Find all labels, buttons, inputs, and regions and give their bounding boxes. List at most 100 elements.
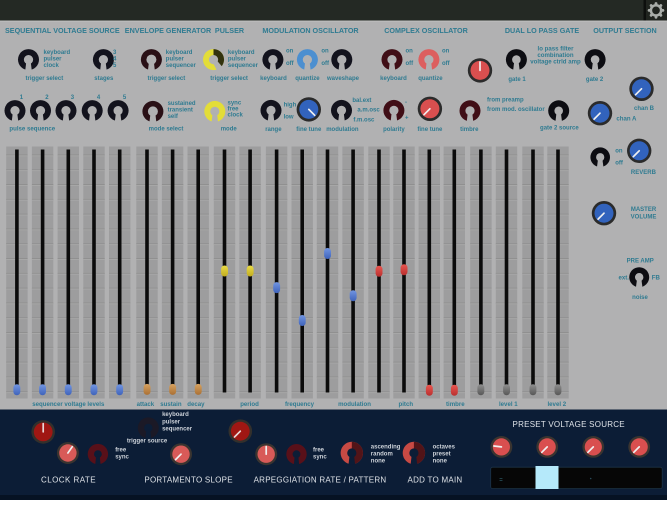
svg-text:5: 5 xyxy=(123,95,127,101)
svg-text:fine tune: fine tune xyxy=(417,127,443,133)
svg-text:high: high xyxy=(284,102,297,108)
svg-text:chan A: chan A xyxy=(616,115,637,122)
svg-text:fine tune: fine tune xyxy=(296,127,322,133)
svg-text:VOLUME: VOLUME xyxy=(631,214,657,220)
svg-text:sequencer: sequencer xyxy=(162,426,193,432)
svg-text:clock: clock xyxy=(44,63,60,69)
svg-text:off: off xyxy=(615,161,624,167)
svg-text:pulser: pulser xyxy=(228,57,247,63)
svg-text:OUTPUT SECTION: OUTPUT SECTION xyxy=(593,26,657,35)
svg-text:pulser: pulser xyxy=(44,57,63,63)
svg-text:-: - xyxy=(405,100,407,106)
svg-text:off: off xyxy=(321,61,330,67)
svg-text:ascending: ascending xyxy=(371,444,401,450)
svg-text:gate 2 source: gate 2 source xyxy=(540,126,579,132)
svg-text:gate 2: gate 2 xyxy=(586,77,604,83)
svg-text:mode select: mode select xyxy=(149,126,184,132)
svg-text:1: 1 xyxy=(20,95,24,101)
svg-text:ADD TO MAIN: ADD TO MAIN xyxy=(408,476,463,485)
svg-text:trigger select: trigger select xyxy=(26,76,64,82)
svg-text:off: off xyxy=(406,61,415,67)
svg-text:2: 2 xyxy=(45,95,49,101)
svg-text:pulser: pulser xyxy=(166,57,185,63)
svg-text:none: none xyxy=(371,459,386,465)
svg-text:sequencer: sequencer xyxy=(228,63,259,69)
svg-text:MASTER: MASTER xyxy=(631,207,657,213)
svg-text:gate 1: gate 1 xyxy=(508,77,526,83)
svg-text:sync: sync xyxy=(115,455,129,461)
svg-text:REVERB: REVERB xyxy=(631,170,657,176)
svg-text:sync: sync xyxy=(228,101,242,107)
svg-text:preset: preset xyxy=(433,452,451,458)
svg-text:level 1: level 1 xyxy=(499,401,518,408)
svg-text:keyboard: keyboard xyxy=(228,50,255,56)
svg-text:modulation: modulation xyxy=(338,401,371,408)
svg-text:pulse sequence: pulse sequence xyxy=(9,125,55,132)
svg-text:trigger source: trigger source xyxy=(127,438,168,444)
svg-text:PULSER: PULSER xyxy=(215,26,245,35)
svg-text:ext.: ext. xyxy=(618,275,629,282)
svg-text:CLOCK RATE: CLOCK RATE xyxy=(41,476,96,485)
svg-text:off: off xyxy=(286,61,295,67)
svg-text:sequencer: sequencer xyxy=(166,63,197,69)
svg-text:keyboard: keyboard xyxy=(260,76,287,82)
svg-text:PORTAMENTO SLOPE: PORTAMENTO SLOPE xyxy=(144,476,232,485)
svg-text:self: self xyxy=(168,114,179,120)
svg-text:random: random xyxy=(371,452,393,458)
svg-text:decay: decay xyxy=(187,401,205,408)
svg-text:on: on xyxy=(406,48,414,54)
svg-text:lo pass filter: lo pass filter xyxy=(538,45,575,52)
svg-text:free: free xyxy=(313,447,325,453)
svg-text:=: = xyxy=(499,477,503,483)
svg-text:period: period xyxy=(240,401,259,408)
svg-text:a.m.osc: a.m.osc xyxy=(357,108,380,114)
svg-text:level 2: level 2 xyxy=(547,401,566,408)
svg-text:frequency: frequency xyxy=(285,401,315,408)
svg-text:4: 4 xyxy=(97,95,101,101)
svg-text:off: off xyxy=(442,61,451,67)
svg-text:octaves: octaves xyxy=(433,444,456,450)
svg-text:f.m.osc: f.m.osc xyxy=(353,117,375,123)
svg-text:modulation: modulation xyxy=(326,127,359,133)
svg-text:sustained: sustained xyxy=(168,101,196,107)
svg-text:from mod. oscillator: from mod. oscillator xyxy=(487,107,545,113)
svg-text:5: 5 xyxy=(113,63,117,69)
svg-text:timbre: timbre xyxy=(446,401,465,408)
svg-text:attack: attack xyxy=(137,401,155,408)
svg-text:chan B: chan B xyxy=(634,106,655,112)
svg-text:3: 3 xyxy=(113,50,117,56)
svg-text:ENVELOPE GENERATOR: ENVELOPE GENERATOR xyxy=(125,26,212,35)
svg-text:free: free xyxy=(115,447,127,453)
svg-text:PRESET VOLTAGE SOURCE: PRESET VOLTAGE SOURCE xyxy=(513,420,625,429)
svg-text:MODULATION OSCILLATOR: MODULATION OSCILLATOR xyxy=(262,26,359,35)
svg-text:trigger select: trigger select xyxy=(210,76,248,82)
svg-text:transient: transient xyxy=(168,108,193,114)
svg-text:combination: combination xyxy=(537,52,574,59)
svg-text:4: 4 xyxy=(113,57,117,63)
svg-text:waveshape: waveshape xyxy=(326,76,360,82)
svg-text:on: on xyxy=(321,48,329,54)
svg-text:pitch: pitch xyxy=(399,401,414,408)
svg-text:quantize: quantize xyxy=(418,76,443,82)
svg-text:voltage ctrld amp: voltage ctrld amp xyxy=(530,59,581,66)
svg-text:quantize: quantize xyxy=(295,76,320,82)
svg-text:range: range xyxy=(265,127,282,133)
svg-text:DUAL LO PASS GATE: DUAL LO PASS GATE xyxy=(505,26,579,35)
svg-text:on: on xyxy=(286,48,294,54)
svg-text:keyboard: keyboard xyxy=(166,50,193,56)
svg-text:noise: noise xyxy=(632,295,648,301)
svg-text:sequencer voltage levels: sequencer voltage levels xyxy=(32,401,105,408)
svg-text:on: on xyxy=(615,148,623,154)
svg-text:keyboard: keyboard xyxy=(162,412,189,418)
svg-text:ARPEGGIATION RATE / PATTERN: ARPEGGIATION RATE / PATTERN xyxy=(254,476,387,485)
svg-text:keyboard: keyboard xyxy=(380,76,407,82)
svg-text:SEQUENTIAL VOLTAGE SOURCE: SEQUENTIAL VOLTAGE SOURCE xyxy=(5,26,120,35)
svg-text:keyboard: keyboard xyxy=(44,50,71,56)
svg-text:FB: FB xyxy=(652,275,661,282)
svg-text:stages: stages xyxy=(94,76,114,82)
svg-text:on: on xyxy=(442,48,450,54)
svg-text:low: low xyxy=(284,115,294,121)
svg-text:bal.ext: bal.ext xyxy=(352,98,371,104)
svg-text:timbre: timbre xyxy=(460,127,479,133)
svg-text:polarity: polarity xyxy=(383,127,405,133)
